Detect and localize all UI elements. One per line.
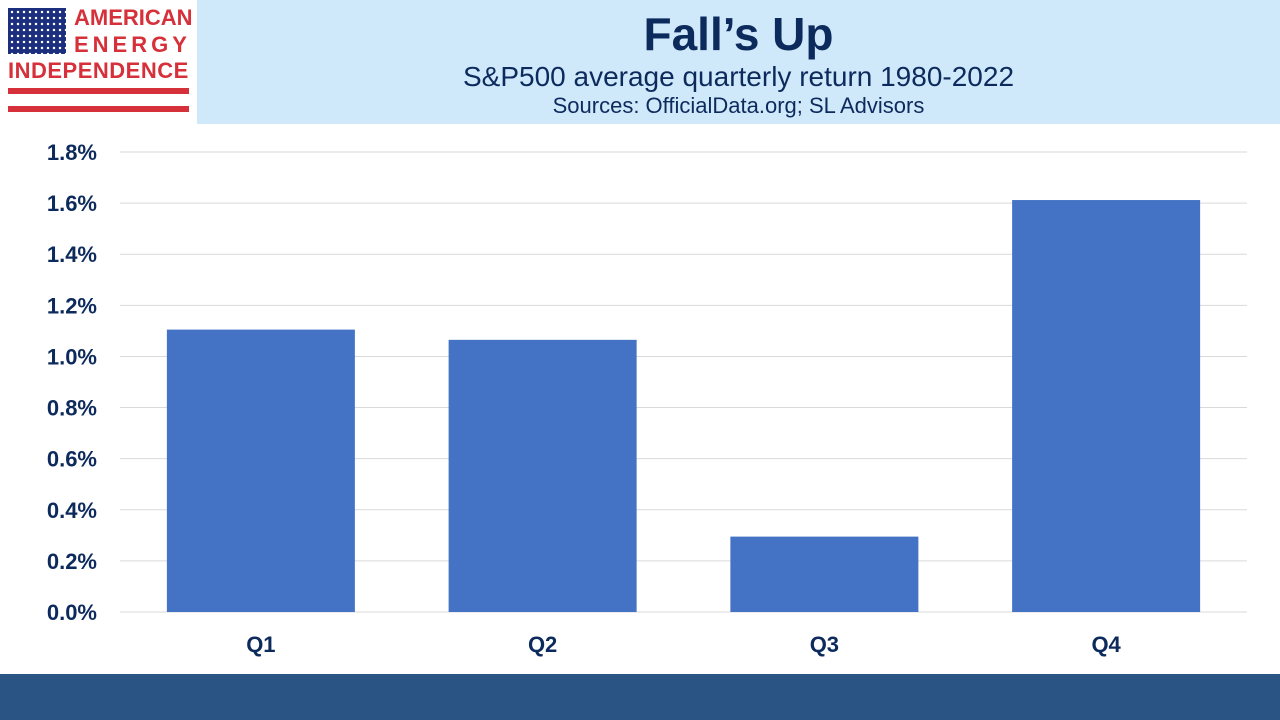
y-tick-label: 0.2% — [47, 549, 97, 574]
bar-q3 — [730, 536, 919, 612]
bar-q4 — [1012, 200, 1201, 612]
y-tick-label: 1.2% — [47, 293, 97, 318]
y-tick-label: 1.8% — [47, 140, 97, 165]
y-tick-label: 1.0% — [47, 344, 97, 369]
flag-icon — [8, 8, 66, 54]
y-tick-label: 1.6% — [47, 191, 97, 216]
y-tick-label: 0.6% — [47, 447, 97, 472]
logo-line-energy: ENERGY — [74, 32, 191, 57]
bar-q1 — [166, 329, 355, 612]
x-tick-label: Q1 — [246, 632, 275, 657]
bar-chart: 0.0% 0.2% 0.4% 0.6% 0.8% 1.0% 1.2% 1.4% 1.6% 1.8%… — [47, 140, 1247, 657]
y-tick-label: 0.0% — [47, 600, 97, 625]
y-tick-label: 1.4% — [47, 242, 97, 267]
logo-line-independence: INDEPENDENCE — [8, 58, 189, 83]
x-tick-label: Q3 — [810, 632, 839, 657]
chart-subtitle: S&P500 average quarterly return 1980-202… — [462, 61, 1015, 92]
chart-sources: Sources: OfficialData.org; SL Advisors — [552, 93, 925, 118]
chart-header: Fall’s Up S&P500 average quarterly retur… — [197, 0, 1280, 124]
y-tick-label: 0.4% — [47, 498, 97, 523]
logo-stripe-bottom — [8, 106, 189, 112]
logo: AMERICAN ENERGY INDEPENDENCE — [0, 0, 197, 124]
y-tick-label: 0.8% — [47, 396, 97, 421]
logo-line-american: AMERICAN — [74, 5, 193, 30]
chart-title: Fall’s Up — [643, 8, 834, 60]
x-tick-label: Q4 — [1091, 632, 1121, 657]
logo-stripe-top — [8, 88, 189, 94]
bar-q2 — [448, 339, 637, 612]
footer-bar — [0, 674, 1280, 720]
x-tick-label: Q2 — [528, 632, 557, 657]
